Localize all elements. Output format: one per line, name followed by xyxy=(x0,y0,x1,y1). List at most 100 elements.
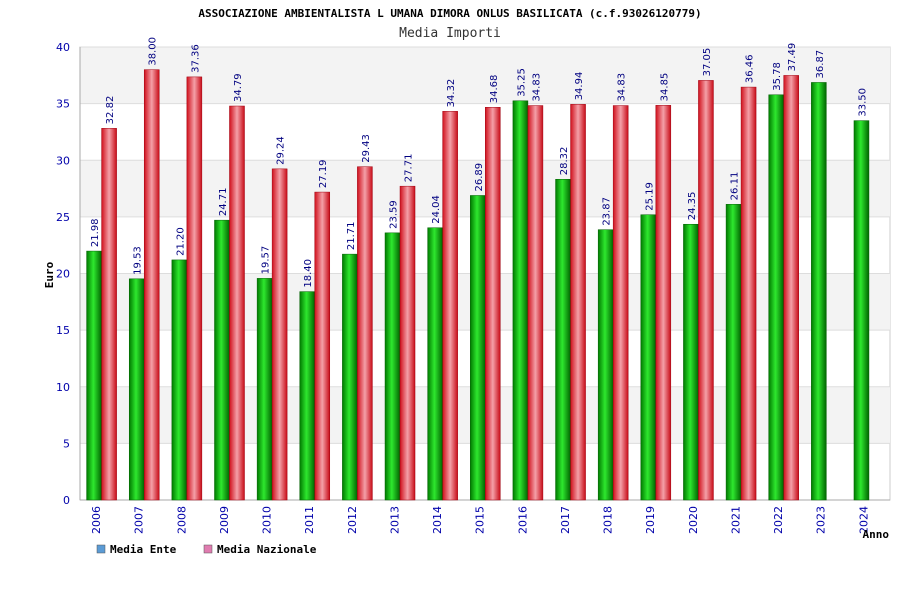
bar-media-nazionale xyxy=(314,191,331,501)
bar-media-ente xyxy=(214,219,230,501)
bar-media-nazionale xyxy=(527,105,544,501)
bar-media-nazionale xyxy=(229,105,245,501)
bar-media-ente xyxy=(640,214,657,501)
legend-swatch xyxy=(96,544,106,554)
x-axis-label: Anno xyxy=(863,528,890,541)
x-tick-label: 2007 xyxy=(133,506,146,534)
bar-media-ente xyxy=(470,195,486,501)
y-tick-label: 35 xyxy=(56,98,70,111)
bar-value-label: 34.83 xyxy=(531,73,542,102)
x-axis-ticks: 2006 2007 2008 2009 2010 2011 2012 2013 2014 2015… xyxy=(90,506,870,534)
bar-value-label: 36.87 xyxy=(815,50,826,79)
bar-media-nazionale xyxy=(399,185,416,501)
x-tick-label: 2011 xyxy=(303,506,316,534)
bar-value-label: 35.78 xyxy=(772,62,783,91)
x-tick-label: 2023 xyxy=(815,506,828,534)
x-tick-label: 2021 xyxy=(729,506,742,534)
bar-media-nazionale xyxy=(442,111,458,501)
bar-value-label: 25.19 xyxy=(644,182,655,211)
x-tick-label: 2012 xyxy=(346,506,359,534)
bar-value-label: 34.85 xyxy=(659,73,670,102)
y-tick-label: 0 xyxy=(63,494,70,507)
bar-media-nazionale xyxy=(186,76,203,501)
bar-value-label: 34.83 xyxy=(617,73,628,102)
bar-value-label: 37.05 xyxy=(702,48,713,77)
x-tick-label: 2024 xyxy=(857,506,870,534)
y-tick-label: 30 xyxy=(56,154,70,167)
bar-media-ente xyxy=(683,223,699,501)
legend-label: Media Ente xyxy=(110,543,177,556)
bar-value-label: 24.71 xyxy=(218,188,229,217)
chart-subtitle: Media Importi xyxy=(399,26,501,41)
bar-media-ente xyxy=(342,253,358,501)
x-tick-label: 2020 xyxy=(687,506,700,534)
bar-media-nazionale xyxy=(655,105,672,501)
bar-media-nazionale xyxy=(698,80,714,501)
bars xyxy=(86,69,870,501)
bar-value-label: 21.98 xyxy=(90,218,101,247)
y-tick-label: 20 xyxy=(56,268,70,281)
bar-value-label: 23.87 xyxy=(602,197,613,226)
legend-swatch xyxy=(203,544,213,554)
bar-media-ente xyxy=(384,232,401,501)
bar-media-ente xyxy=(86,250,102,501)
bar-value-label: 21.20 xyxy=(175,227,186,256)
chart-title: ASSOCIAZIONE AMBIENTALISTA L UMANA DIMOR… xyxy=(198,7,701,20)
bar-value-label: 27.19 xyxy=(318,159,329,188)
bar-value-label: 19.57 xyxy=(261,246,272,275)
bar-media-nazionale xyxy=(612,105,629,501)
bar-media-nazionale xyxy=(357,166,373,501)
bar-value-label: 35.25 xyxy=(516,68,527,97)
bar-value-label: 18.40 xyxy=(303,259,314,288)
bar-value-label: 34.32 xyxy=(446,79,457,108)
y-axis-label: Euro xyxy=(43,261,56,288)
bar-value-label: 24.35 xyxy=(687,192,698,221)
bar-value-label: 38.00 xyxy=(148,37,159,66)
bar-value-label: 26.89 xyxy=(474,163,485,192)
x-tick-label: 2018 xyxy=(602,506,615,534)
bar-value-label: 36.46 xyxy=(745,54,756,83)
bar-media-nazionale xyxy=(271,168,288,501)
x-tick-label: 2015 xyxy=(474,506,487,534)
x-tick-label: 2010 xyxy=(261,506,274,534)
x-tick-label: 2022 xyxy=(772,506,785,534)
bar-media-ente xyxy=(725,204,742,501)
x-tick-label: 2017 xyxy=(559,506,572,534)
x-tick-label: 2019 xyxy=(644,506,657,534)
bar-value-label: 34.79 xyxy=(233,73,244,102)
bar-media-nazionale xyxy=(101,128,117,501)
bar-media-nazionale xyxy=(485,106,501,501)
bar-media-ente xyxy=(768,94,784,501)
bar-value-label: 29.43 xyxy=(361,134,372,163)
bar-media-ente xyxy=(128,278,145,501)
bar-media-nazionale xyxy=(143,69,160,501)
bar-media-ente xyxy=(512,100,529,501)
bar-media-ente xyxy=(171,259,188,501)
x-tick-label: 2013 xyxy=(388,506,401,534)
bar-value-label: 33.50 xyxy=(857,88,868,117)
bar-value-label: 32.82 xyxy=(105,96,116,125)
bar-value-label: 37.36 xyxy=(190,44,201,73)
legend-label: Media Nazionale xyxy=(217,543,317,556)
bar-value-label: 27.71 xyxy=(404,154,415,183)
bar-media-ente xyxy=(811,82,827,501)
bar-media-ente xyxy=(427,227,443,501)
x-tick-label: 2016 xyxy=(516,506,529,534)
value-labels: 21.98 32.82 19.53 38.00 21.20 37.36 24.71 34.79… xyxy=(90,37,868,288)
bar-media-ente xyxy=(299,291,316,501)
y-tick-label: 40 xyxy=(56,41,70,54)
bar-media-nazionale xyxy=(570,104,586,501)
y-tick-label: 5 xyxy=(63,437,70,450)
y-tick-label: 10 xyxy=(56,381,70,394)
y-tick-label: 15 xyxy=(56,324,70,337)
bar-value-label: 26.11 xyxy=(730,172,741,201)
bar-media-nazionale xyxy=(783,75,799,501)
bar-value-label: 37.49 xyxy=(787,43,798,72)
bar-value-label: 19.53 xyxy=(133,246,144,275)
legend: Media Ente Media Nazionale xyxy=(96,543,317,556)
y-tick-label: 25 xyxy=(56,211,70,224)
bar-value-label: 28.32 xyxy=(559,147,570,176)
bar-media-ente xyxy=(555,179,571,501)
x-tick-label: 2009 xyxy=(218,506,231,534)
